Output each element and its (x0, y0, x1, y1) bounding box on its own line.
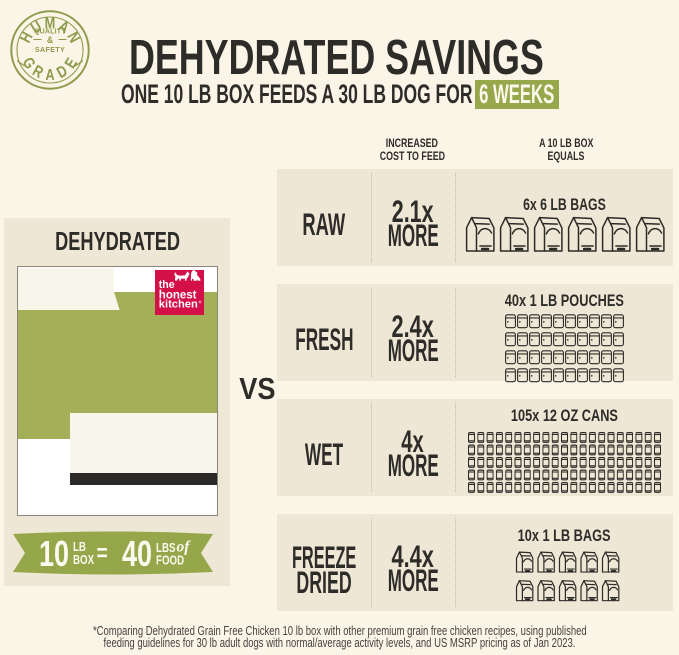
svg-text:40: 40 (122, 533, 152, 574)
svg-text:=: = (97, 539, 108, 567)
svg-text:QUALITY: QUALITY (34, 29, 66, 36)
svg-text:kitchen: kitchen (159, 298, 198, 310)
svg-text:of: of (177, 539, 192, 556)
svg-text:BOX: BOX (73, 554, 95, 567)
svg-text:FOOD: FOOD (156, 554, 184, 567)
svg-text:M: M (45, 15, 56, 33)
svg-text:the: the (159, 279, 175, 291)
svg-text:SAFETY: SAFETY (35, 45, 65, 54)
svg-text:®: ® (199, 300, 202, 305)
svg-text:honest: honest (159, 290, 197, 302)
svg-text:10: 10 (39, 533, 69, 574)
svg-text:&: & (47, 35, 54, 45)
svg-text:LBS: LBS (156, 542, 176, 555)
svg-text:LB: LB (73, 541, 86, 554)
svg-text:A: A (45, 67, 55, 85)
